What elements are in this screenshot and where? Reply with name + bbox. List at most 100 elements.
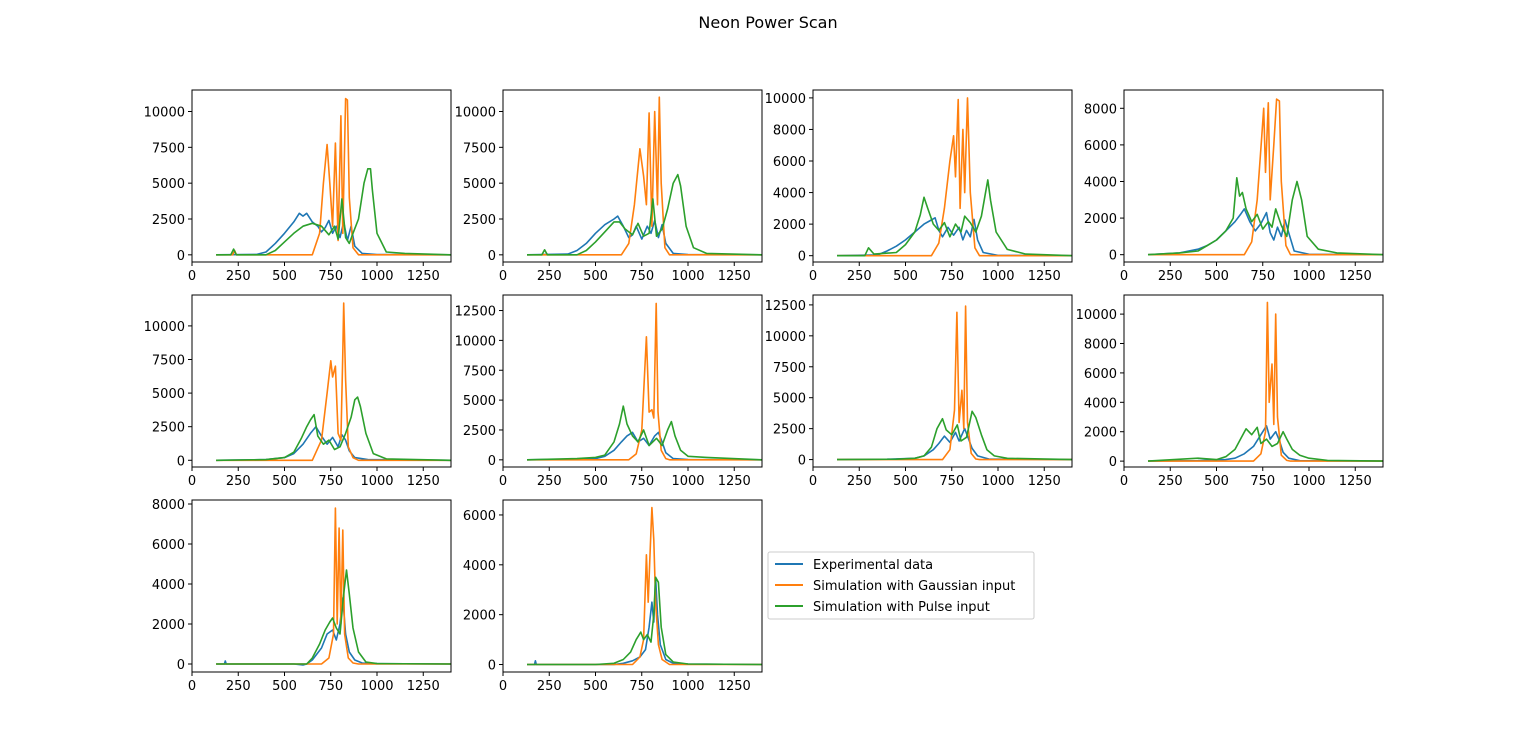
series-line-pulse	[216, 569, 451, 665]
subplot-1: 0 250 500 750 1000 1250 0 2500 5000 7500 10000	[144, 89, 452, 284]
series-line-experimental	[526, 431, 762, 461]
x-tick-label: 1250	[1339, 269, 1372, 284]
x-tick-label: 750	[1250, 474, 1275, 489]
y-tick-label: 8000	[773, 123, 806, 138]
x-tick-label: 500	[583, 269, 608, 284]
x-tick-label: 500	[272, 679, 297, 694]
y-tick-label: 4000	[463, 559, 496, 574]
x-tick-label: 250	[537, 269, 562, 284]
y-tick-label: 2500	[773, 423, 806, 438]
y-tick-label: 10000	[455, 334, 496, 349]
x-tick-label: 1000	[981, 269, 1014, 284]
series-line-gaussian	[1148, 301, 1383, 462]
series-line-pulse	[1147, 426, 1383, 462]
series-group	[216, 507, 451, 666]
x-tick-label: 750	[939, 269, 964, 284]
series-line-pulse	[527, 173, 762, 256]
series-line-pulse	[836, 410, 1072, 461]
x-tick-label: 1000	[1292, 474, 1325, 489]
axes-frame	[812, 294, 1073, 468]
x-tick-label: 500	[1204, 474, 1229, 489]
series-group	[836, 97, 1072, 257]
x-tick-label: 0	[499, 269, 507, 284]
y-tick-label: 10000	[765, 92, 806, 107]
y-tick-label: 6000	[463, 509, 496, 524]
x-tick-label: 250	[847, 269, 872, 284]
series-line-pulse	[837, 179, 1072, 257]
x-tick-label: 250	[226, 269, 251, 284]
series-line-experimental	[836, 427, 1072, 461]
series-line-pulse	[526, 405, 762, 461]
x-tick-label: 1000	[671, 269, 704, 284]
series-line-gaussian	[1148, 98, 1383, 256]
x-tick-label: 1000	[360, 679, 393, 694]
subplot-9: 0 250 500 750 1000 1250 0 2000 4000 6000 8000	[152, 498, 452, 694]
y-tick-label: 4000	[773, 187, 806, 202]
x-tick-label: 1000	[360, 269, 393, 284]
axes-frame	[502, 294, 763, 468]
x-tick-label: 1000	[671, 679, 704, 694]
y-tick-label: 7500	[463, 364, 496, 379]
x-tick-label: 250	[847, 474, 872, 489]
x-tick-label: 0	[499, 474, 507, 489]
y-tick-label: 0	[488, 454, 496, 469]
x-tick-label: 0	[1120, 474, 1128, 489]
x-tick-label: 1250	[1028, 474, 1061, 489]
y-tick-label: 8000	[1084, 338, 1117, 353]
x-tick-label: 250	[537, 474, 562, 489]
subplot-4: 0 250 500 750 1000 1250 0 2000 4000 6000 8000	[1084, 89, 1384, 284]
series-line-gaussian	[216, 507, 451, 665]
x-tick-label: 250	[226, 679, 251, 694]
x-tick-label: 500	[583, 474, 608, 489]
y-tick-label: 4000	[1084, 396, 1117, 411]
subplot-10: 0 250 500 750 1000 1250 0 2000 4000 6000	[463, 499, 763, 694]
y-tick-label: 6000	[1084, 367, 1117, 382]
series-group	[527, 506, 762, 666]
x-tick-label: 0	[499, 679, 507, 694]
y-tick-label: 6000	[773, 155, 806, 170]
y-tick-label: 10000	[144, 106, 185, 121]
x-tick-label: 750	[318, 269, 343, 284]
series-line-pulse	[1147, 177, 1383, 256]
y-tick-label: 2000	[1084, 426, 1117, 441]
x-tick-label: 1250	[407, 679, 440, 694]
x-tick-label: 0	[188, 679, 196, 694]
y-tick-label: 4000	[1084, 175, 1117, 190]
y-tick-label: 0	[177, 249, 185, 264]
subplot-6: 0 250 500 750 1000 12500250050007500100001250…	[455, 294, 763, 489]
series-group	[836, 305, 1072, 461]
series-line-gaussian	[527, 302, 762, 461]
x-tick-label: 750	[629, 269, 654, 284]
x-tick-label: 1250	[718, 474, 751, 489]
axes-frame	[812, 89, 1073, 263]
y-tick-label: 0	[177, 454, 185, 469]
legend: Experimental data Simulation with Gaussi…	[767, 551, 1035, 620]
y-tick-label: 0	[488, 659, 496, 674]
y-tick-label: 0	[488, 249, 496, 264]
subplot-7: 0 250 500 750 1000 12500250050007500100001250…	[765, 294, 1073, 489]
axes-frame	[502, 499, 763, 673]
y-tick-label: 8000	[1084, 102, 1117, 117]
axes-frame	[191, 499, 452, 673]
x-tick-label: 250	[1158, 269, 1183, 284]
y-tick-label: 7500	[463, 141, 496, 156]
series-line-experimental	[836, 217, 1072, 257]
x-tick-label: 1250	[718, 679, 751, 694]
y-tick-label: 4000	[152, 578, 185, 593]
x-tick-label: 1000	[671, 474, 704, 489]
series-line-experimental	[1147, 425, 1383, 462]
y-tick-label: 10000	[144, 320, 185, 335]
series-line-gaussian	[216, 302, 451, 462]
y-tick-label: 2500	[152, 421, 185, 436]
x-tick-label: 750	[318, 679, 343, 694]
y-tick-label: 6000	[1084, 139, 1117, 154]
y-tick-label: 7500	[152, 354, 185, 369]
x-tick-label: 750	[629, 679, 654, 694]
x-tick-label: 1250	[1028, 269, 1061, 284]
x-tick-label: 750	[629, 474, 654, 489]
y-tick-label: 5000	[152, 177, 185, 192]
x-tick-label: 1000	[1292, 269, 1325, 284]
x-tick-label: 250	[537, 679, 562, 694]
